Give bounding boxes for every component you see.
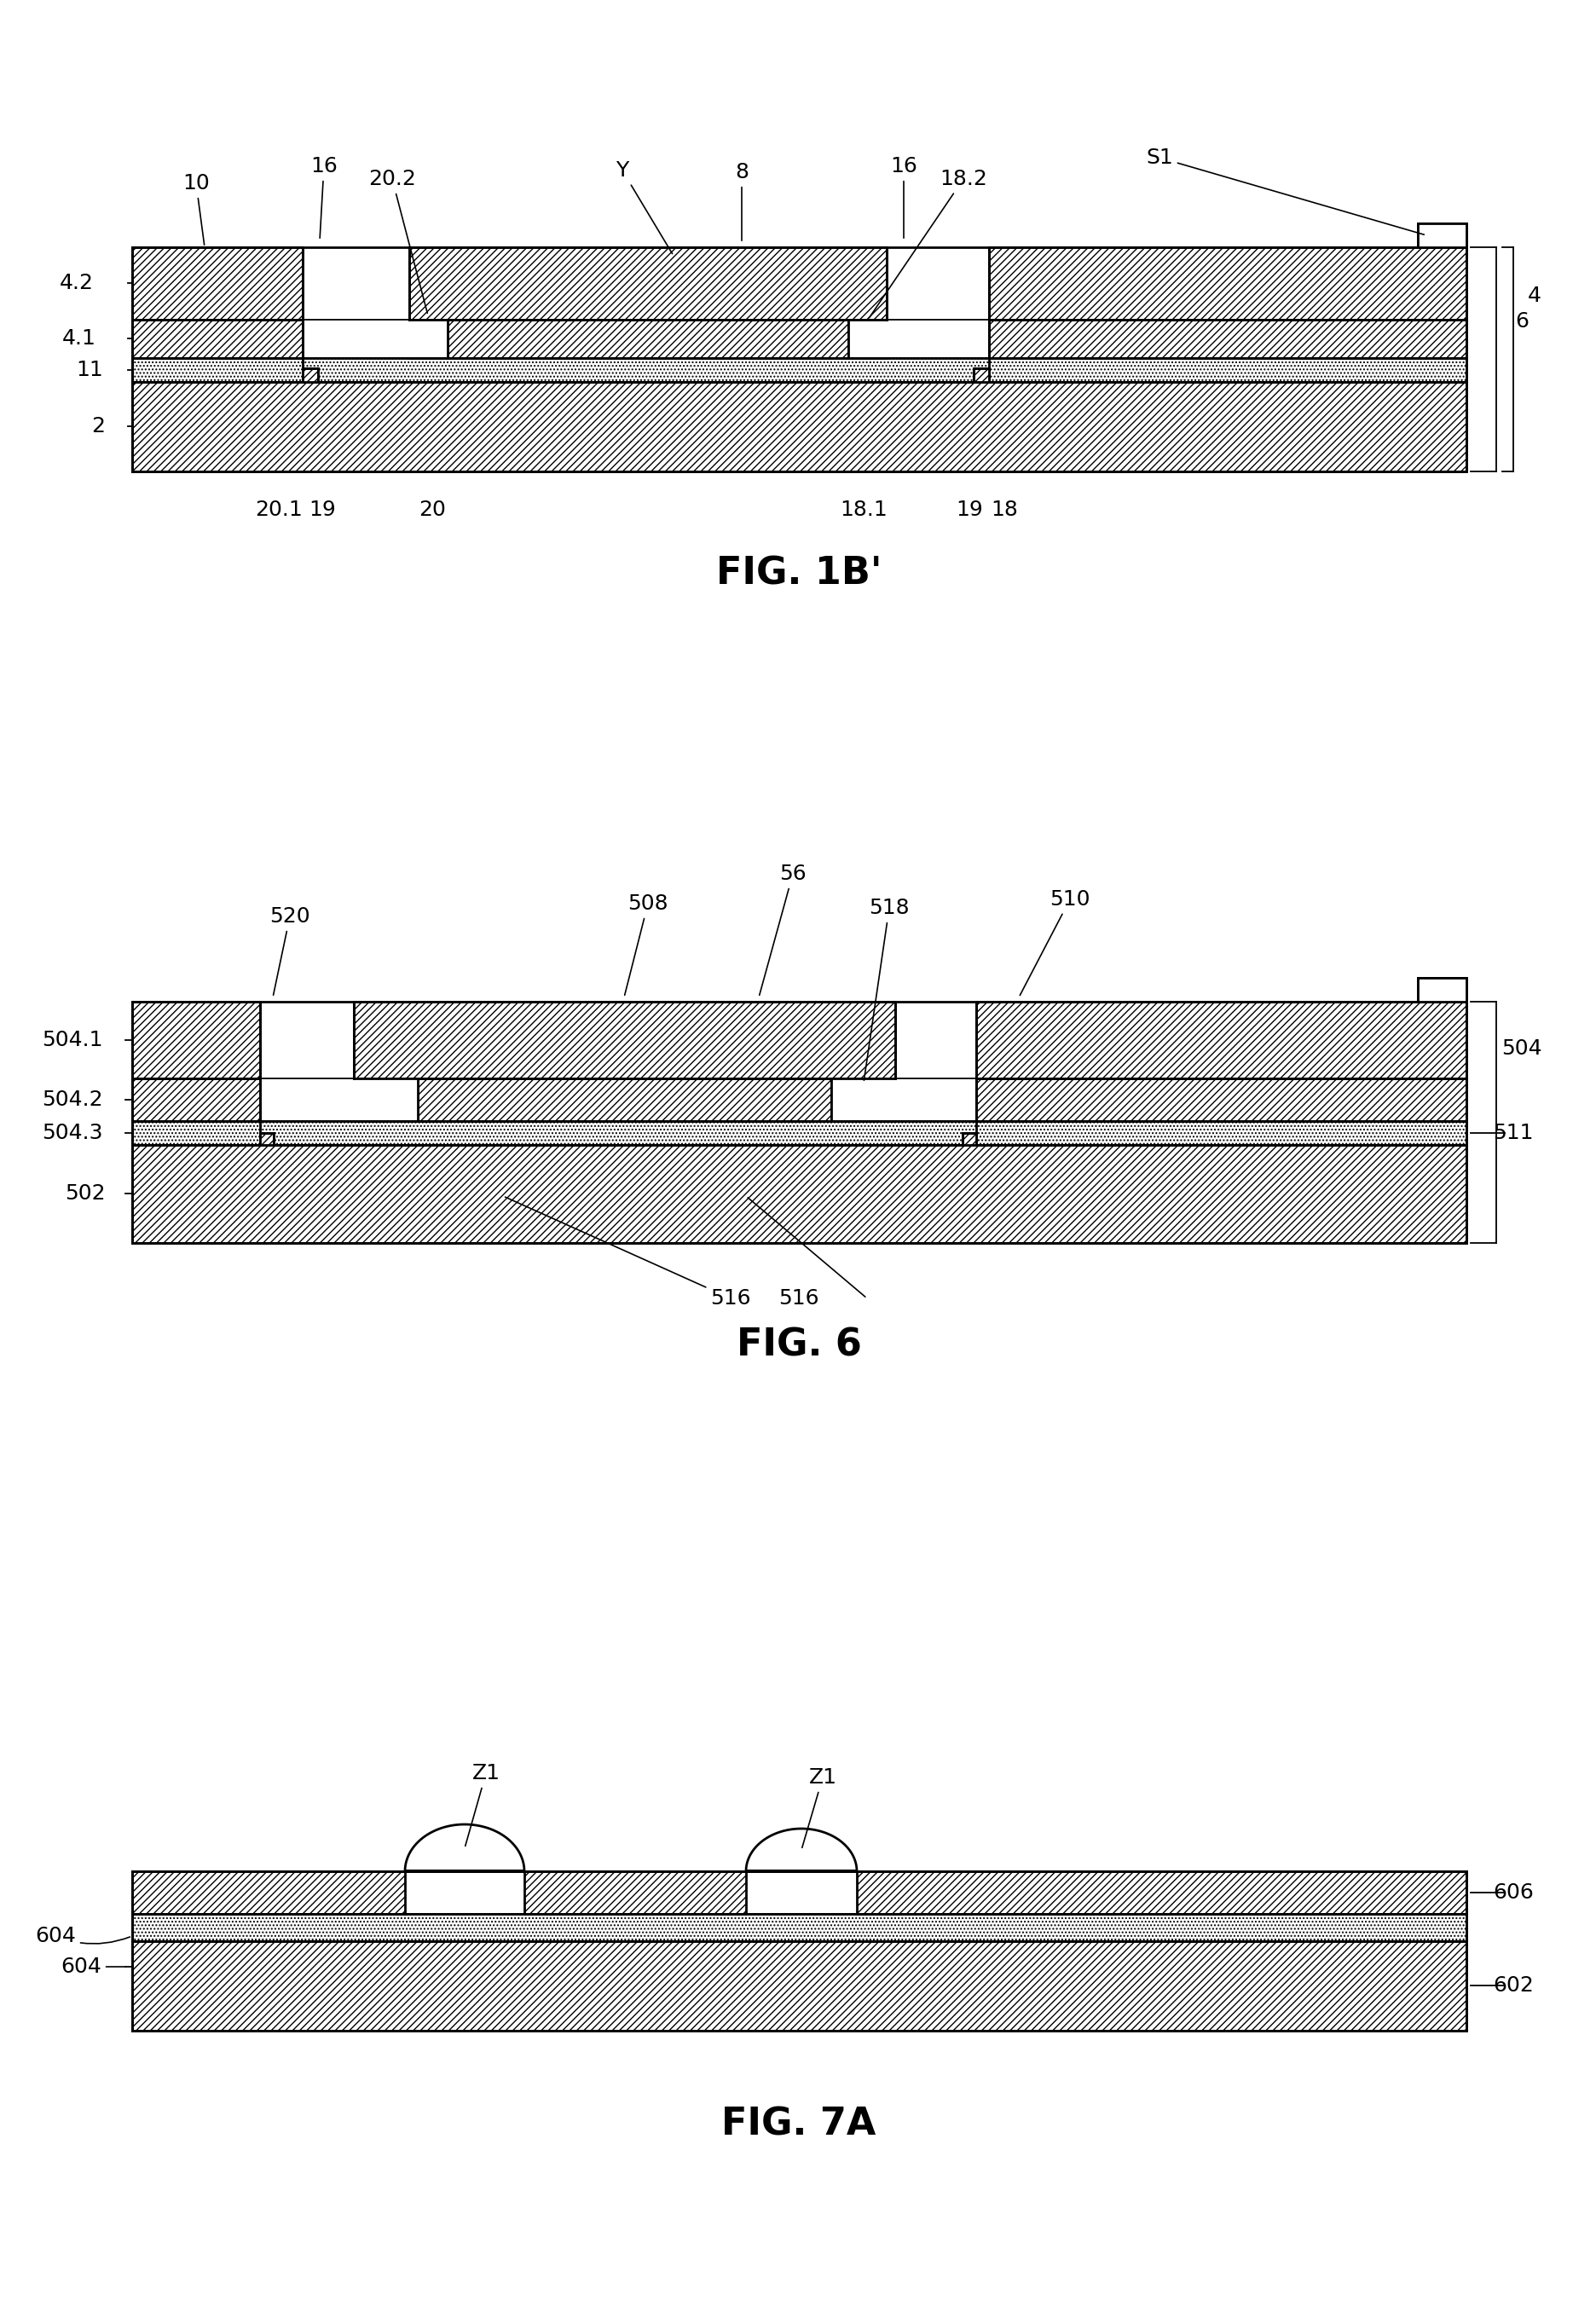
Bar xyxy=(132,1001,260,1077)
Text: 11: 11 xyxy=(77,361,104,379)
Bar xyxy=(132,1121,1467,1144)
Polygon shape xyxy=(849,319,887,358)
Bar xyxy=(857,1870,1467,1914)
Text: 16: 16 xyxy=(891,155,918,238)
Text: 6: 6 xyxy=(1515,312,1529,331)
Text: S1: S1 xyxy=(1146,148,1424,234)
Bar xyxy=(977,1001,1467,1077)
Polygon shape xyxy=(354,1077,418,1121)
Text: 510: 510 xyxy=(1020,890,1090,996)
Text: 511: 511 xyxy=(1492,1124,1534,1142)
Bar xyxy=(962,1133,977,1144)
Text: 516: 516 xyxy=(779,1288,819,1309)
Bar xyxy=(418,1077,832,1121)
Text: 604: 604 xyxy=(35,1926,129,1947)
Text: 20.2: 20.2 xyxy=(369,169,428,312)
Text: 504.2: 504.2 xyxy=(41,1089,104,1110)
Text: 10: 10 xyxy=(182,173,209,245)
Bar xyxy=(354,1001,895,1077)
Polygon shape xyxy=(832,1077,895,1121)
Bar xyxy=(132,247,303,319)
Text: 8: 8 xyxy=(734,162,749,240)
Bar xyxy=(132,1914,1467,1942)
Text: FIG. 1B': FIG. 1B' xyxy=(717,555,881,592)
Bar xyxy=(409,247,887,319)
Text: 4.2: 4.2 xyxy=(59,273,94,294)
Text: Z1: Z1 xyxy=(466,1764,500,1845)
Text: 18.1: 18.1 xyxy=(839,499,887,520)
Text: 602: 602 xyxy=(1492,1974,1534,1995)
Text: 604: 604 xyxy=(61,1956,126,1977)
Text: 20.1: 20.1 xyxy=(255,499,303,520)
Text: 606: 606 xyxy=(1492,1882,1534,1903)
Text: Y: Y xyxy=(616,160,672,254)
Text: 19: 19 xyxy=(308,499,335,520)
Text: 4.1: 4.1 xyxy=(62,328,96,349)
Text: 19: 19 xyxy=(956,499,983,520)
Text: 2: 2 xyxy=(91,416,105,437)
Bar xyxy=(132,319,303,358)
Text: 18: 18 xyxy=(991,499,1018,520)
Text: 508: 508 xyxy=(624,892,669,994)
Polygon shape xyxy=(745,1829,857,1870)
Text: FIG. 6: FIG. 6 xyxy=(736,1327,862,1364)
Text: 16: 16 xyxy=(310,155,338,238)
Text: 18.2: 18.2 xyxy=(870,169,988,317)
Polygon shape xyxy=(405,1824,525,1870)
Bar xyxy=(525,1870,745,1914)
Text: 502: 502 xyxy=(65,1184,105,1205)
Text: 504.1: 504.1 xyxy=(41,1029,104,1050)
Bar xyxy=(974,368,990,381)
Text: 504.3: 504.3 xyxy=(41,1124,104,1142)
Bar xyxy=(1417,224,1467,247)
Text: FIG. 7A: FIG. 7A xyxy=(721,2106,876,2143)
Polygon shape xyxy=(409,319,447,358)
Bar xyxy=(132,1870,405,1914)
Bar xyxy=(990,247,1467,319)
Bar xyxy=(977,1077,1467,1121)
Text: 20: 20 xyxy=(418,499,445,520)
Text: 520: 520 xyxy=(270,906,310,994)
Bar xyxy=(132,1144,1467,1244)
Bar xyxy=(447,319,849,358)
Bar xyxy=(132,358,1467,381)
Text: 56: 56 xyxy=(760,865,806,994)
Bar xyxy=(260,1133,273,1144)
Bar xyxy=(990,319,1467,358)
Text: Z1: Z1 xyxy=(803,1766,836,1847)
Text: 4: 4 xyxy=(1527,287,1542,305)
Bar xyxy=(303,368,318,381)
Text: 504: 504 xyxy=(1502,1038,1542,1059)
Bar xyxy=(132,381,1467,472)
Bar xyxy=(1417,978,1467,1001)
Text: 518: 518 xyxy=(863,897,910,1080)
Bar xyxy=(132,1942,1467,2030)
Text: 516: 516 xyxy=(506,1198,752,1309)
Bar xyxy=(132,1077,260,1121)
